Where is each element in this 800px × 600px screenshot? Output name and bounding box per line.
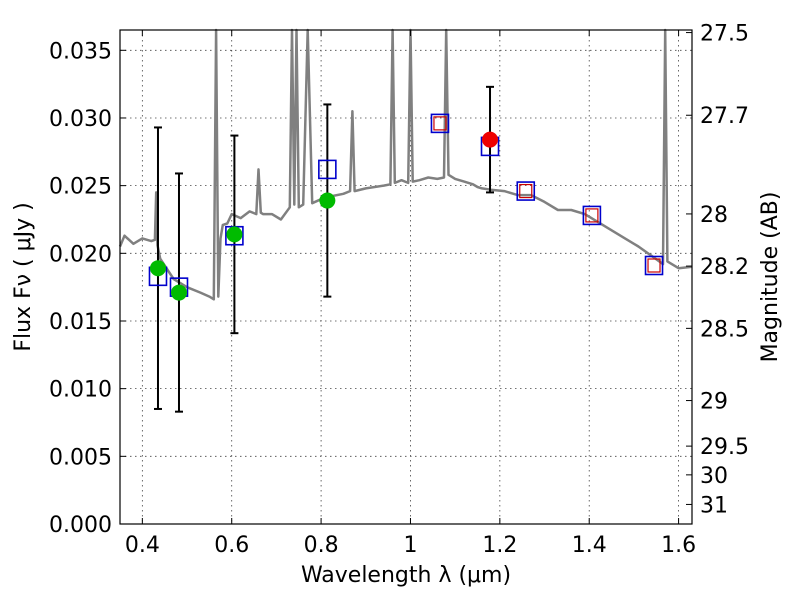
model-photometry-boxes	[148, 113, 664, 297]
model-box-inner	[647, 258, 661, 273]
mag-tick-label: 28	[700, 203, 728, 228]
observed-photometry-points	[149, 131, 499, 301]
model-box	[430, 113, 450, 134]
y-axis-title: Flux Fν ( μJy )	[11, 202, 36, 351]
x-tick-label: 1.4	[572, 533, 607, 558]
x-tick-label: 1.6	[661, 533, 696, 558]
model-box-inner	[433, 116, 447, 131]
y-tick-label: 0.010	[49, 378, 112, 403]
grid-lines	[120, 30, 692, 525]
observed-point	[319, 192, 336, 209]
observed-point	[226, 226, 243, 243]
error-bars	[153, 85, 495, 413]
x-axis-ticks: 0.4 0.6 0.8 1 1.2 1.4 1.6	[125, 30, 696, 558]
magnitude-axis-title: Magnitude (AB)	[758, 192, 783, 363]
mag-tick-label: 30	[700, 464, 728, 489]
y-tick-label: 0.030	[49, 107, 112, 132]
mag-tick-label: 29	[700, 390, 728, 415]
model-spectrum	[118, 28, 693, 301]
spectrum-line	[118, 28, 693, 301]
x-tick-label: 1.2	[482, 533, 517, 558]
mag-tick-label: 27.5	[700, 22, 749, 47]
x-tick-label: 1	[403, 533, 417, 558]
model-box	[582, 205, 602, 226]
detection-point	[482, 131, 499, 148]
y-axis-ticks: 0.000 0.005 0.010 0.015 0.020 0.025 0.030 0.035	[49, 39, 126, 538]
model-box	[644, 255, 664, 276]
x-axis-title: Wavelength λ (μm)	[301, 563, 511, 588]
y-tick-label: 0.025	[49, 175, 112, 200]
model-box	[516, 181, 536, 201]
model-box	[318, 159, 337, 180]
model-box-inner	[585, 208, 599, 223]
mag-tick-label: 31	[700, 493, 728, 518]
observed-point	[170, 284, 187, 301]
mag-tick-label: 28.5	[700, 317, 749, 342]
x-tick-label: 0.8	[304, 533, 339, 558]
model-box-inner	[519, 183, 533, 199]
y-tick-label: 0.035	[49, 39, 112, 64]
y-tick-label: 0.020	[49, 242, 112, 267]
mag-tick-label: 27.7	[700, 104, 749, 129]
observed-point	[149, 260, 166, 277]
x-tick-label: 0.4	[125, 533, 160, 558]
mag-tick-label: 29.5	[700, 435, 749, 460]
y-tick-label: 0.000	[49, 513, 112, 538]
x-tick-label: 0.6	[214, 533, 249, 558]
y-tick-label: 0.005	[49, 445, 112, 470]
y-tick-label: 0.015	[49, 310, 112, 335]
mag-tick-label: 28.2	[700, 255, 749, 280]
plot-frame	[119, 29, 693, 525]
magnitude-axis-ticks: 27.5 27.7 28 28.2 28.5 29 29.5 30 31	[686, 22, 749, 518]
